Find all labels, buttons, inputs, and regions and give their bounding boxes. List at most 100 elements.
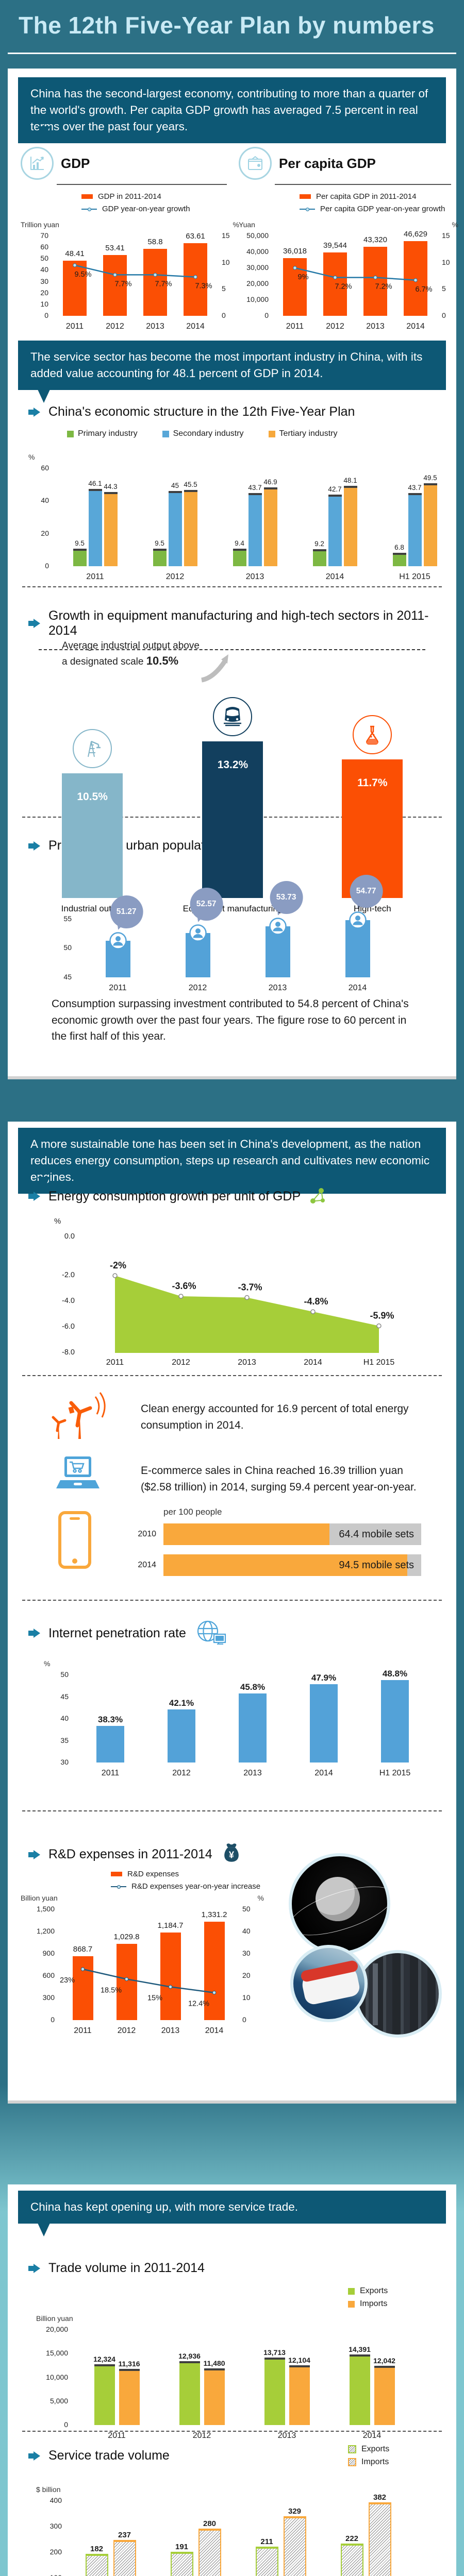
bar-value: 58.8 [147, 237, 163, 246]
axis-tick: 20,000 [246, 279, 269, 287]
service-trade-title: Service trade volume [28, 2448, 170, 2463]
bar: 6.8 [392, 544, 406, 566]
axis-tick: 50 [242, 1905, 251, 1913]
per-capita-gdp-panel: Per capita GDP Per capita GDP in 2011-20… [239, 147, 458, 334]
bar: 12,936 [178, 2352, 201, 2425]
bar-value: 12,042 [373, 2356, 395, 2365]
axis-tick: 45 [63, 973, 72, 981]
section-title-text: Internet penetration rate [48, 1625, 186, 1640]
per-capita-heading: Per capita GDP [279, 155, 376, 171]
trade-legend: Exports Imports [348, 2286, 388, 2312]
svg-text:-3.6%: -3.6% [172, 1281, 196, 1291]
x-label: 2013 [146, 322, 164, 331]
energy-chart: % 0.0 -2.0 -4.0 -6.0 -8.0 -2% -3.6% -3.7% -4.8% -5… [39, 1217, 412, 1374]
axis-tick: 0 [242, 2015, 246, 2024]
x-label: 2011 [86, 572, 104, 581]
baseline [39, 649, 425, 650]
axis-tick: 0 [44, 311, 48, 319]
bar: 868.7 [72, 1945, 93, 2020]
axis-tick: 0 [442, 311, 446, 319]
person-icon [269, 918, 287, 935]
axis-tick: -6.0 [62, 1323, 75, 1331]
gdp-chart: Trillion yuan% 70 60 50 40 30 20 10 0 15 10 5 0 48.41… [21, 218, 239, 334]
axis-tick: 0 [51, 2015, 55, 2024]
x-label: 2014 [348, 984, 367, 992]
trade-title: Trade volume in 2011-2014 [28, 2261, 205, 2276]
axis-tick: 40 [41, 496, 49, 505]
legend-label: GDP year-on-year growth [102, 205, 190, 213]
bar: 1,184.7 [157, 1921, 184, 2020]
svg-text:-2%: -2% [110, 1260, 126, 1270]
bar: 48.41 [63, 249, 87, 316]
axis-tick: 20,000 [46, 2325, 68, 2333]
axis-unit-right: % [257, 1894, 264, 1902]
bar-value: 6.8 [394, 544, 404, 552]
legend-tertiary: Tertiary industry [268, 429, 338, 438]
section-title-text: Trade volume in 2011-2014 [48, 2261, 205, 2275]
svg-text:9%: 9% [298, 273, 309, 281]
bar-value: 237 [118, 2530, 131, 2539]
value-bubble: 53.73 [270, 881, 303, 914]
gdp-legend-bars: GDP in 2011-2014 [81, 192, 233, 201]
legend-label: Tertiary industry [279, 429, 338, 438]
x-label: 2014 [186, 322, 205, 331]
x-label: 2012 [172, 1358, 190, 1367]
photo-supercomputer [354, 1950, 442, 2038]
urban-population-chart: 6055504551.27201152.57201253.73201354.77… [44, 872, 397, 996]
hbar-track: 64.4 mobile sets [163, 1523, 421, 1545]
internet-chart: % 50 45 40 35 30 38.3% 2011 42.1% 2012 45.8% 2013 47… [44, 1657, 430, 1781]
axis-tick: 15 [442, 231, 450, 240]
axis-tick: 50 [60, 1670, 69, 1679]
x-label: 2014 [304, 1358, 322, 1367]
eco-legend: Primary industry Secondary industry Tert… [67, 429, 337, 438]
legend-label: Imports [360, 2299, 388, 2308]
bar-value: 63.61 [186, 232, 205, 241]
ecommerce-laptop-icon [53, 1455, 103, 1498]
bar: 44.3 [104, 483, 118, 566]
axis-tick: 40 [40, 265, 48, 274]
axis-tick: 900 [42, 1949, 55, 1957]
x-label: 2013 [243, 1769, 262, 1777]
legend-label: Per capita GDP year-on-year growth [320, 205, 445, 213]
section-title-text: China's economic structure in the 12th F… [48, 404, 355, 419]
rnd-legend-line: R&D expenses year-on-year increase [111, 1882, 260, 1891]
bar: 43.7 [248, 484, 262, 566]
bar: 11,480 [203, 2359, 225, 2425]
svg-text:-5.9%: -5.9% [370, 1311, 394, 1321]
axis-unit-left: $ billion [36, 2485, 61, 2494]
header-rule [8, 53, 456, 54]
bar: 211 [255, 2537, 278, 2576]
server-column-graphic [373, 1963, 378, 2025]
x-label: 2013 [161, 2026, 180, 2035]
axis-tick: 5,000 [49, 2396, 68, 2405]
axis-tick: 0.0 [64, 1232, 75, 1241]
bar-value: 11,480 [203, 2359, 225, 2367]
axis-unit-left: Billion yuan [21, 1894, 58, 1902]
bar: 48.8% [381, 1669, 409, 1762]
axis-tick: 10 [442, 258, 450, 266]
banner-pointer [38, 1177, 50, 1190]
legend-label: Exports [361, 2445, 390, 2453]
axis-tick: 60 [41, 464, 49, 472]
rnd-chart: Billion yuan% 1,500 1,200 900 600 300 0 50 40 30 2… [21, 1892, 264, 2039]
legend-label: Exports [360, 2286, 388, 2295]
legend-label: Per capita GDP in 2011-2014 [316, 192, 417, 201]
x-label: H1 2015 [379, 1769, 411, 1777]
per-capita-gdp-chart: Yuan% 50,000 40,000 30,000 20,000 10,000 0 15 10… [239, 218, 458, 334]
bar-value: 1,331.2 [201, 1910, 227, 1920]
bar: 38.3% [96, 1715, 124, 1762]
bar: 45.8% [239, 1682, 267, 1762]
bar-value: 191 [175, 2542, 189, 2551]
axis-tick: 1,500 [36, 1905, 55, 1913]
bar-value: 9.4 [235, 539, 244, 548]
bar-value: 182 [90, 2545, 104, 2553]
axis-unit-left: Trillion yuan [21, 221, 59, 229]
note-value: 10.5% [146, 654, 179, 667]
axis-tick: 0 [264, 311, 269, 319]
axis-tick: 50 [40, 254, 48, 263]
axis-tick: 30 [60, 1758, 69, 1766]
hbar-year: 2010 [138, 1530, 156, 1538]
note-text: Average industrial output above a design… [62, 640, 200, 667]
bar-value: 44.3 [104, 482, 118, 490]
